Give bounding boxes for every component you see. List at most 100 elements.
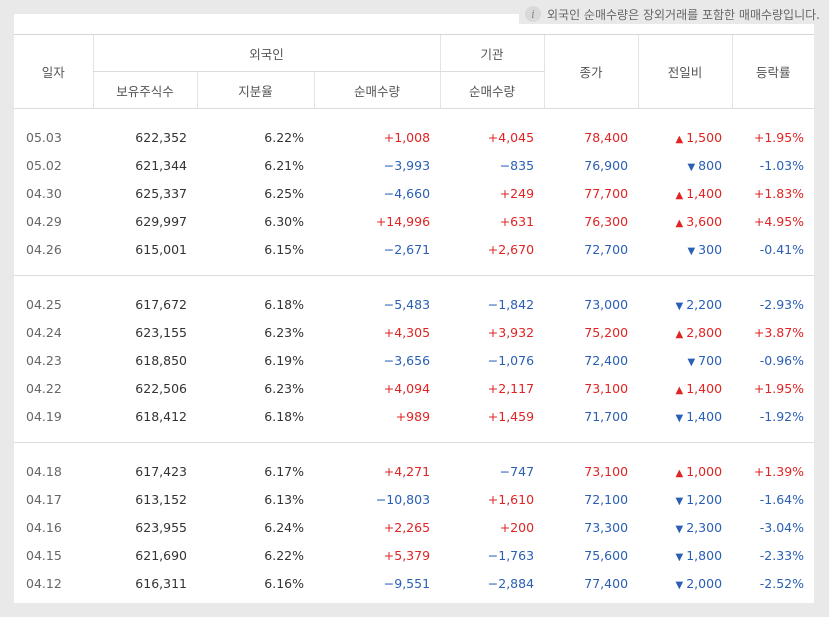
row-change: ▲ 1,000 bbox=[675, 463, 723, 479]
row-share: 6.23% bbox=[264, 380, 304, 396]
row-change: ▲ 2,800 bbox=[675, 324, 723, 340]
table-body: 05.03 622,352 6.22% +1,008 +4,045 78,400 ▲ 1,50… bbox=[14, 109, 815, 604]
row-share: 6.18% bbox=[264, 296, 304, 312]
table-row: 04.17 613,152 6.13% −10,803 +1,610 72,100 ▼ 1,2… bbox=[14, 485, 814, 513]
row-share: 6.18% bbox=[264, 408, 304, 424]
col-foreign-net: 순매수량 bbox=[313, 71, 441, 109]
row-rate: -0.41% bbox=[759, 241, 805, 257]
row-date: 04.29 bbox=[26, 213, 62, 229]
col-close: 종가 bbox=[543, 34, 639, 109]
row-close: 72,700 bbox=[584, 241, 629, 257]
table-row: 04.16 623,955 6.24% +2,265 +200 73,300 ▼ 2,300 -… bbox=[14, 513, 814, 541]
table-row: 04.30 625,337 6.25% −4,660 +249 77,700 ▲ 1,400 +… bbox=[14, 179, 814, 207]
row-holdings: 623,955 bbox=[135, 519, 187, 535]
row-change: ▼ 700 bbox=[687, 352, 723, 368]
row-date: 04.25 bbox=[26, 296, 62, 312]
row-holdings: 616,311 bbox=[135, 575, 187, 591]
row-holdings: 621,344 bbox=[135, 157, 187, 173]
row-foreign-net: +989 bbox=[395, 408, 431, 424]
row-rate: +1.95% bbox=[753, 129, 805, 145]
row-share: 6.21% bbox=[264, 157, 304, 173]
row-rate: +1.39% bbox=[753, 463, 805, 479]
row-date: 04.15 bbox=[26, 547, 62, 563]
row-holdings: 618,412 bbox=[135, 408, 187, 424]
row-close: 71,700 bbox=[584, 408, 629, 424]
row-inst-net: +631 bbox=[499, 213, 535, 229]
col-share: 지분율 bbox=[196, 71, 314, 109]
row-share: 6.15% bbox=[264, 241, 304, 257]
triangle-down-icon: ▼ bbox=[675, 551, 684, 563]
triangle-up-icon: ▲ bbox=[675, 467, 684, 479]
row-foreign-net: −3,993 bbox=[383, 157, 431, 173]
row-share: 6.23% bbox=[264, 324, 304, 340]
row-close: 72,400 bbox=[584, 352, 629, 368]
row-share: 6.30% bbox=[264, 213, 304, 229]
row-close: 76,900 bbox=[584, 157, 629, 173]
row-share: 6.22% bbox=[264, 129, 304, 145]
row-foreign-net: +5,379 bbox=[383, 547, 431, 563]
row-change: ▼ 2,000 bbox=[675, 575, 723, 591]
triangle-down-icon: ▼ bbox=[675, 495, 684, 507]
triangle-down-icon: ▼ bbox=[687, 356, 696, 368]
table-row: 04.15 621,690 6.22% +5,379 −1,763 75,600 ▼ 1,80… bbox=[14, 541, 814, 569]
row-inst-net: −2,884 bbox=[487, 575, 535, 591]
col-holdings: 보유주식수 bbox=[92, 71, 197, 109]
row-foreign-net: +14,996 bbox=[375, 213, 431, 229]
row-holdings: 621,690 bbox=[135, 547, 187, 563]
row-share: 6.16% bbox=[264, 575, 304, 591]
row-close: 75,600 bbox=[584, 547, 629, 563]
table-row: 04.29 629,997 6.30% +14,996 +631 76,300 ▲ 3,600… bbox=[14, 207, 814, 235]
row-change: ▼ 2,300 bbox=[675, 519, 723, 535]
row-inst-net: +4,045 bbox=[487, 129, 535, 145]
triangle-up-icon: ▲ bbox=[675, 384, 684, 396]
row-change: ▲ 1,400 bbox=[675, 380, 723, 396]
row-date: 04.30 bbox=[26, 185, 62, 201]
triangle-down-icon: ▼ bbox=[675, 523, 684, 535]
row-rate: -3.04% bbox=[759, 519, 805, 535]
row-foreign-net: +2,265 bbox=[383, 519, 431, 535]
triangle-up-icon: ▲ bbox=[675, 133, 684, 145]
row-inst-net: −1,763 bbox=[487, 547, 535, 563]
row-rate: -2.93% bbox=[759, 296, 805, 312]
row-close: 76,300 bbox=[584, 213, 629, 229]
row-date: 04.16 bbox=[26, 519, 62, 535]
row-close: 73,000 bbox=[584, 296, 629, 312]
table-row: 05.02 621,344 6.21% −3,993 −835 76,900 ▼ 800 -1.… bbox=[14, 151, 814, 179]
row-holdings: 615,001 bbox=[135, 241, 187, 257]
row-change: ▼ 1,800 bbox=[675, 547, 723, 563]
row-rate: +1.95% bbox=[753, 380, 805, 396]
row-holdings: 622,506 bbox=[135, 380, 187, 396]
triangle-up-icon: ▲ bbox=[675, 217, 684, 229]
row-share: 6.13% bbox=[264, 491, 304, 507]
table-row: 05.03 622,352 6.22% +1,008 +4,045 78,400 ▲ 1,50… bbox=[14, 123, 814, 151]
row-share: 6.17% bbox=[264, 463, 304, 479]
row-change: ▲ 1,400 bbox=[675, 185, 723, 201]
row-change: ▼ 1,200 bbox=[675, 491, 723, 507]
row-foreign-net: +4,305 bbox=[383, 324, 431, 340]
row-share: 6.25% bbox=[264, 185, 304, 201]
row-date: 04.18 bbox=[26, 463, 62, 479]
row-rate: -1.64% bbox=[759, 491, 805, 507]
row-date: 04.23 bbox=[26, 352, 62, 368]
row-date: 05.03 bbox=[26, 129, 62, 145]
row-inst-net: +2,117 bbox=[487, 380, 535, 396]
notice-text: 외국인 순매수량은 장외거래를 포함한 매매수량입니다. bbox=[547, 7, 820, 22]
col-inst-net: 순매수량 bbox=[439, 71, 545, 109]
triangle-down-icon: ▼ bbox=[675, 412, 684, 424]
info-icon: i bbox=[525, 6, 541, 22]
row-rate: +4.95% bbox=[753, 213, 805, 229]
row-rate: +3.87% bbox=[753, 324, 805, 340]
row-date: 05.02 bbox=[26, 157, 62, 173]
row-foreign-net: +1,008 bbox=[383, 129, 431, 145]
row-holdings: 617,423 bbox=[135, 463, 187, 479]
row-holdings: 617,672 bbox=[135, 296, 187, 312]
row-foreign-net: −5,483 bbox=[383, 296, 431, 312]
row-change: ▼ 1,400 bbox=[675, 408, 723, 424]
table-row: 04.23 618,850 6.19% −3,656 −1,076 72,400 ▼ 700 -… bbox=[14, 346, 814, 374]
triangle-down-icon: ▼ bbox=[675, 579, 684, 591]
row-close: 73,300 bbox=[584, 519, 629, 535]
trading-table-panel bbox=[14, 14, 814, 603]
row-foreign-net: −10,803 bbox=[375, 491, 431, 507]
row-inst-net: +1,459 bbox=[487, 408, 535, 424]
row-holdings: 625,337 bbox=[135, 185, 187, 201]
